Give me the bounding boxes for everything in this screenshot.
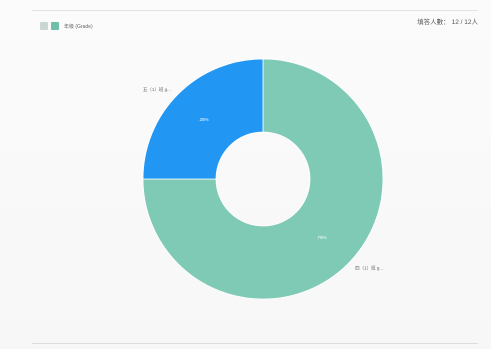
top-divider xyxy=(32,10,478,11)
respondent-count-label: 填答人數： xyxy=(417,19,450,26)
bottom-divider xyxy=(32,343,478,344)
donut-percent-label-1: 75% xyxy=(318,235,327,240)
chart-legend: 年级 (Grade) xyxy=(40,22,93,30)
respondent-count: 填答人數： 12 / 12人 xyxy=(417,16,478,26)
donut-category-label-1: 四（1）班 g... xyxy=(355,264,383,271)
legend-swatch-grey xyxy=(40,22,48,30)
donut-slice-1[interactable] xyxy=(142,58,384,300)
legend-label: 年级 (Grade) xyxy=(64,23,93,30)
donut-category-label-2: 五（1）班 g... xyxy=(143,86,171,93)
donut-labels: 75% 四（1）班 g... 25% 五（1）班 g... xyxy=(143,86,383,271)
donut-percent-label-2: 25% xyxy=(199,117,208,122)
donut-slice-2[interactable] xyxy=(142,58,264,180)
donut-slices xyxy=(142,58,384,300)
respondent-count-value: 12 / 12人 xyxy=(451,19,478,26)
legend-swatch-teal xyxy=(51,22,59,30)
